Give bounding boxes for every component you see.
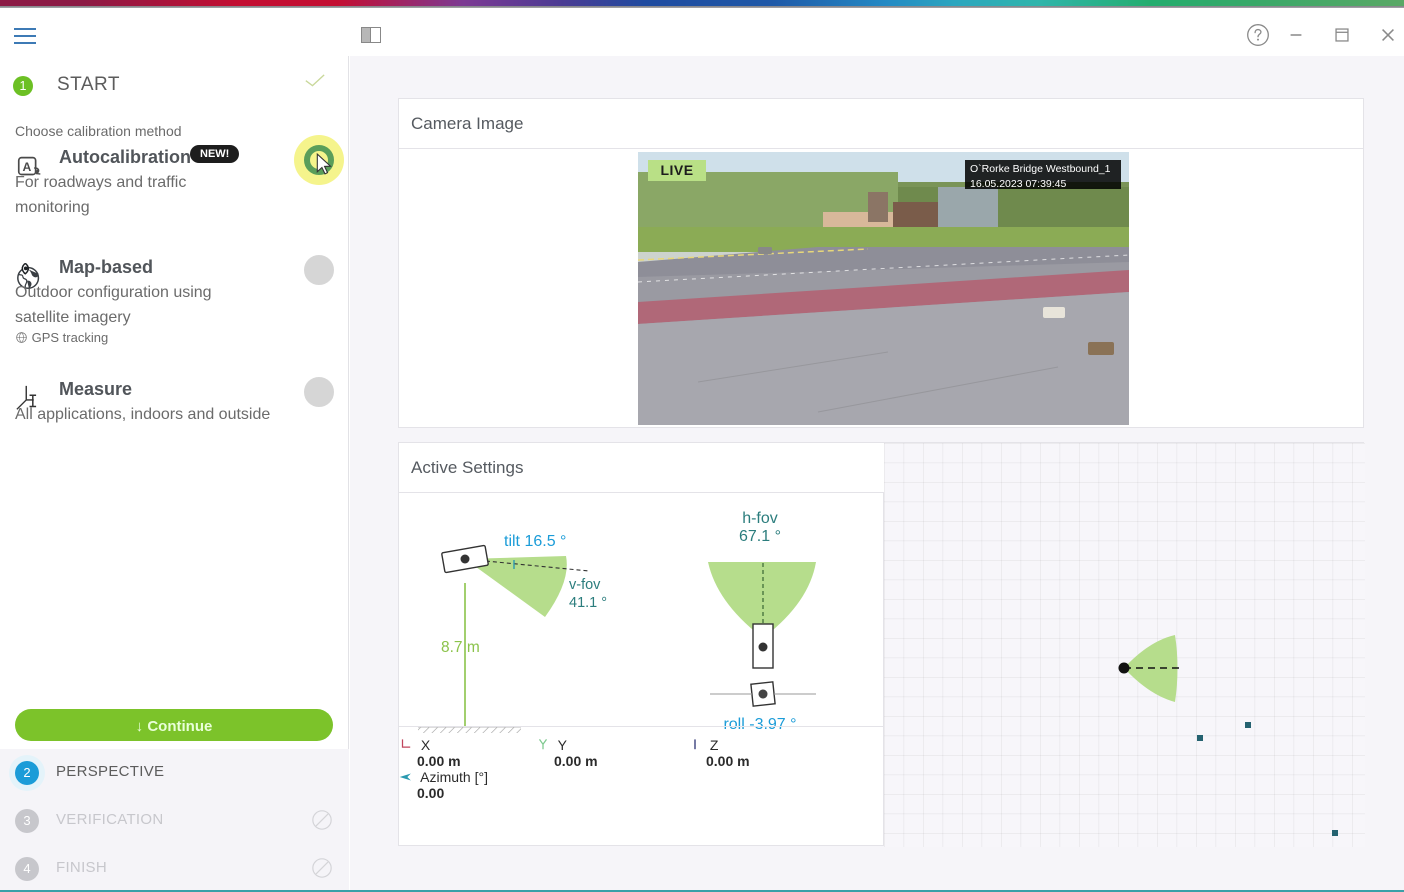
svg-text:8.7 m: 8.7 m	[441, 639, 480, 656]
svg-text:v-fov: v-fov	[569, 577, 601, 593]
svg-text:41.1 °: 41.1 °	[569, 595, 607, 611]
svg-text:tilt 16.5 °: tilt 16.5 °	[504, 533, 566, 550]
svg-text:67.1 °: 67.1 °	[739, 528, 781, 545]
svg-text:h-fov: h-fov	[742, 510, 778, 527]
